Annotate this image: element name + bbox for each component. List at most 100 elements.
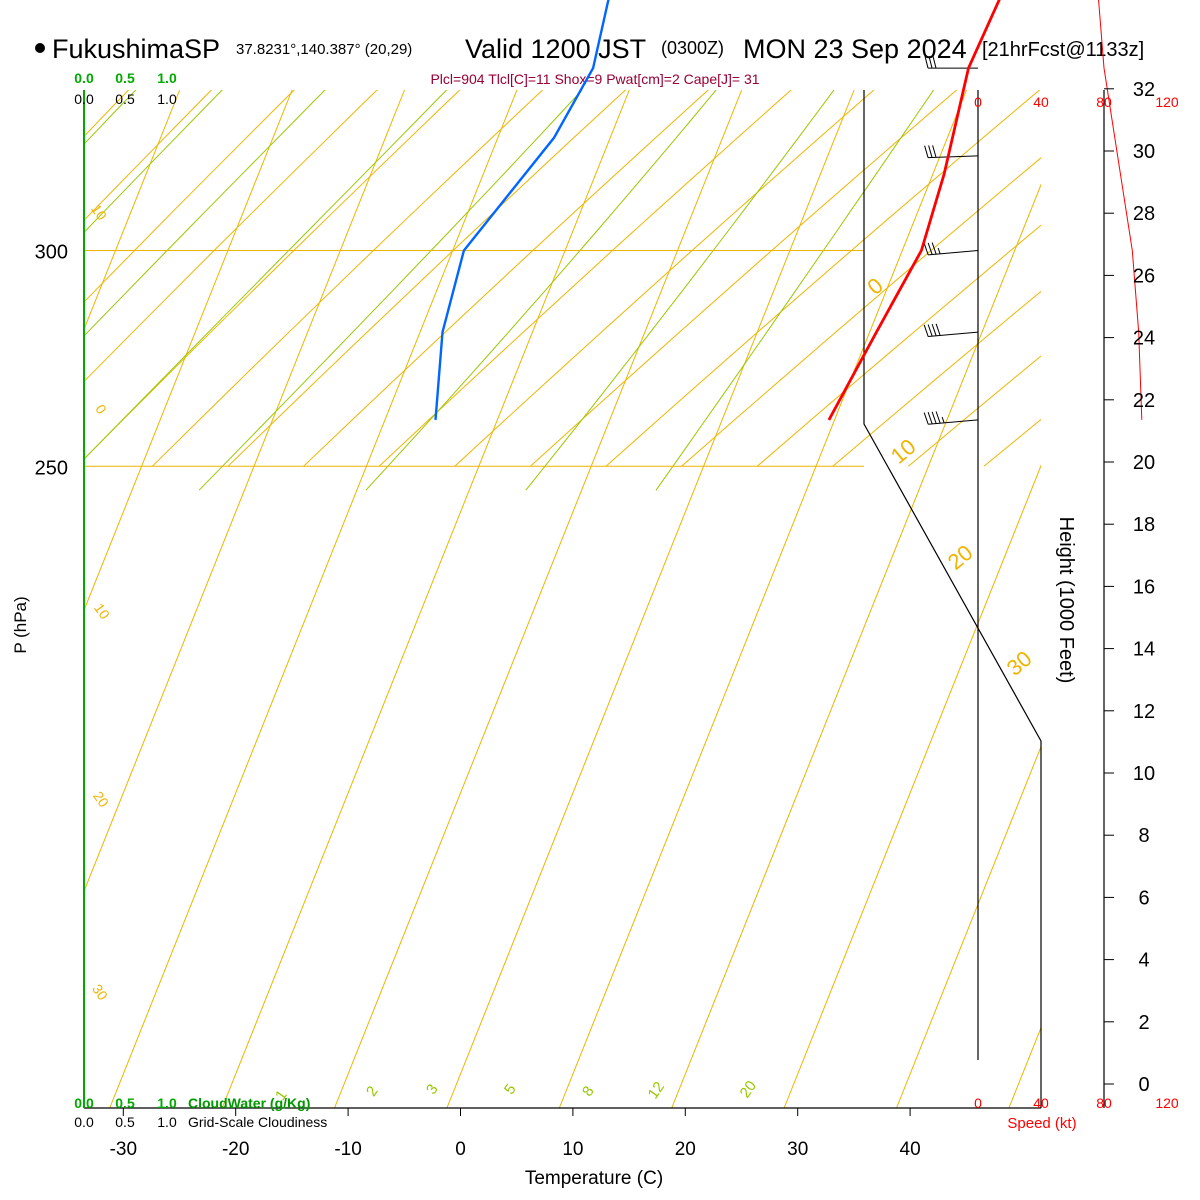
mixing-ratio-label: 2 bbox=[363, 1083, 382, 1100]
dewpoint-profile bbox=[434, 0, 610, 420]
cloud-water-scale-top: 0.5 bbox=[115, 70, 135, 86]
isotherm-line bbox=[84, 90, 405, 893]
dry-adiabat-line bbox=[151, 90, 544, 467]
wind-barbs bbox=[923, 56, 979, 425]
isotherm-label-right: 30 bbox=[1002, 646, 1037, 681]
dry-adiabat-line bbox=[605, 90, 1041, 467]
cloudiness-scale-bottom: 0.0 bbox=[74, 1114, 94, 1130]
isotherm-line bbox=[671, 183, 1041, 1108]
wind-barb-feather bbox=[931, 323, 937, 336]
x-tick-label: 20 bbox=[675, 1139, 696, 1160]
x-tick-label: 0 bbox=[455, 1139, 466, 1160]
height-tick-label: 24 bbox=[1133, 328, 1155, 350]
isotherm-label-left: 10 bbox=[91, 600, 113, 622]
isotherm-line bbox=[446, 90, 855, 1108]
height-tick-label: 8 bbox=[1138, 825, 1149, 847]
wind-speed-line bbox=[1098, 0, 1143, 420]
wind-barb-feather bbox=[932, 145, 937, 158]
mixing-ratio-label: 8 bbox=[579, 1083, 598, 1100]
height-tick-label: 12 bbox=[1133, 701, 1155, 723]
height-tick-label: 32 bbox=[1133, 79, 1155, 101]
stability-indices: Plcl=904 Tlcl[C]=11 Shox=9 Pwat[cm]=2 Ca… bbox=[430, 71, 759, 87]
isotherm-label-right: 10 bbox=[886, 434, 921, 469]
speed-tick-label-top: 0 bbox=[974, 94, 982, 110]
height-tick-label: 14 bbox=[1133, 639, 1155, 661]
wind-barb bbox=[923, 242, 979, 256]
isotherm-label-right: 20 bbox=[943, 540, 978, 575]
valid-date: MON 23 Sep 2024 bbox=[743, 34, 967, 64]
isotherm-line bbox=[84, 90, 181, 331]
wind-barb-staff bbox=[928, 155, 979, 159]
wind-barb-feather bbox=[923, 412, 929, 425]
wind-barb-feather bbox=[932, 56, 937, 69]
utc-time: (0300Z) bbox=[661, 38, 724, 58]
wind-barb-feather bbox=[924, 56, 929, 69]
wind-barb-feather bbox=[927, 324, 933, 337]
y-axis-title: P (hPa) bbox=[11, 596, 30, 653]
wind-barb bbox=[923, 411, 979, 425]
valid-time: Valid 1200 JST bbox=[465, 34, 646, 64]
cloudiness-scale-top: 0.5 bbox=[115, 91, 135, 107]
temperature-profile bbox=[827, 0, 1001, 421]
dry-adiabat-line bbox=[983, 418, 1041, 467]
wind-barb-staff bbox=[928, 250, 979, 256]
x-tick-label: 10 bbox=[562, 1139, 583, 1160]
speed-axis-title: Speed (kt) bbox=[1007, 1115, 1076, 1132]
height-tick-label: 2 bbox=[1138, 1012, 1149, 1034]
isotherm-line bbox=[334, 90, 743, 1108]
height-tick-label: 26 bbox=[1133, 265, 1155, 287]
dry-adiabat-line bbox=[681, 157, 1041, 467]
speed-tick-label-bottom: 80 bbox=[1096, 1095, 1112, 1111]
height-tick-label: 6 bbox=[1138, 887, 1149, 909]
cloud-water-scale-bottom: 1.0 bbox=[157, 1095, 177, 1111]
height-tick-label: 0 bbox=[1138, 1074, 1149, 1096]
mixing-ratio-label: 3 bbox=[423, 1081, 442, 1098]
wind-barb-feather bbox=[935, 411, 941, 424]
cloud-water-label: CloudWater (g/Kg) bbox=[188, 1095, 310, 1111]
height-tick-label: 30 bbox=[1133, 141, 1155, 163]
isotherm-line bbox=[896, 745, 1041, 1108]
forecast-info: [21hrFcst@1133z] bbox=[982, 39, 1144, 61]
y2-axis-title: Height (1000 Feet) bbox=[1055, 517, 1077, 684]
isobar-lines bbox=[84, 250, 864, 467]
speed-tick-label-top: 40 bbox=[1033, 94, 1049, 110]
wind-barb-half-feather bbox=[941, 416, 945, 423]
plot-frame bbox=[83, 90, 1105, 1109]
isotherm-line bbox=[109, 90, 518, 1108]
mixing-ratio-label: 12 bbox=[645, 1079, 668, 1102]
x-tick-label: 30 bbox=[787, 1139, 808, 1160]
isotherm-label-left: 10 bbox=[88, 201, 110, 223]
dry-adiabat-line bbox=[378, 90, 792, 467]
dry-adiabat-line bbox=[454, 90, 875, 467]
wind-barb-feather bbox=[928, 145, 933, 158]
pressure-tick-label: 300 bbox=[35, 242, 68, 264]
wind-barb-feather bbox=[927, 412, 933, 425]
speed-tick-label-top: 120 bbox=[1155, 94, 1179, 110]
cloud-water-scale-top: 0.0 bbox=[74, 70, 94, 86]
cloudiness-label: Grid-Scale Cloudiness bbox=[188, 1114, 327, 1130]
cloud-water-scale-bottom: 0.0 bbox=[74, 1095, 94, 1111]
axes: -30-20-100102030402503004005007008501000… bbox=[35, 70, 1179, 1160]
isotherm-label-left: 30 bbox=[89, 981, 111, 1003]
wind-barb-feather bbox=[923, 324, 929, 337]
height-tick-label: 10 bbox=[1133, 763, 1155, 785]
wind-barb-staff bbox=[928, 331, 979, 338]
isotherm-lines bbox=[84, 90, 1041, 1108]
mixing-ratio-label: 20 bbox=[737, 1078, 760, 1101]
wind-barb-feather bbox=[935, 323, 941, 336]
wind-barb-feather bbox=[927, 242, 933, 255]
wind-speed-panel bbox=[1098, 0, 1143, 420]
isotherm-label-left: 0 bbox=[92, 401, 110, 417]
wind-barb-feather bbox=[923, 243, 929, 256]
x-axis-title: Temperature (C) bbox=[525, 1168, 663, 1189]
cloudiness-scale-bottom: 0.5 bbox=[115, 1114, 135, 1130]
x-tick-label: 40 bbox=[900, 1139, 921, 1160]
speed-tick-label-bottom: 40 bbox=[1033, 1095, 1049, 1111]
height-tick-label: 4 bbox=[1138, 950, 1149, 972]
cloud-water-scale-top: 1.0 bbox=[157, 70, 177, 86]
x-tick-label: -20 bbox=[222, 1139, 249, 1160]
wind-barb bbox=[924, 145, 979, 159]
